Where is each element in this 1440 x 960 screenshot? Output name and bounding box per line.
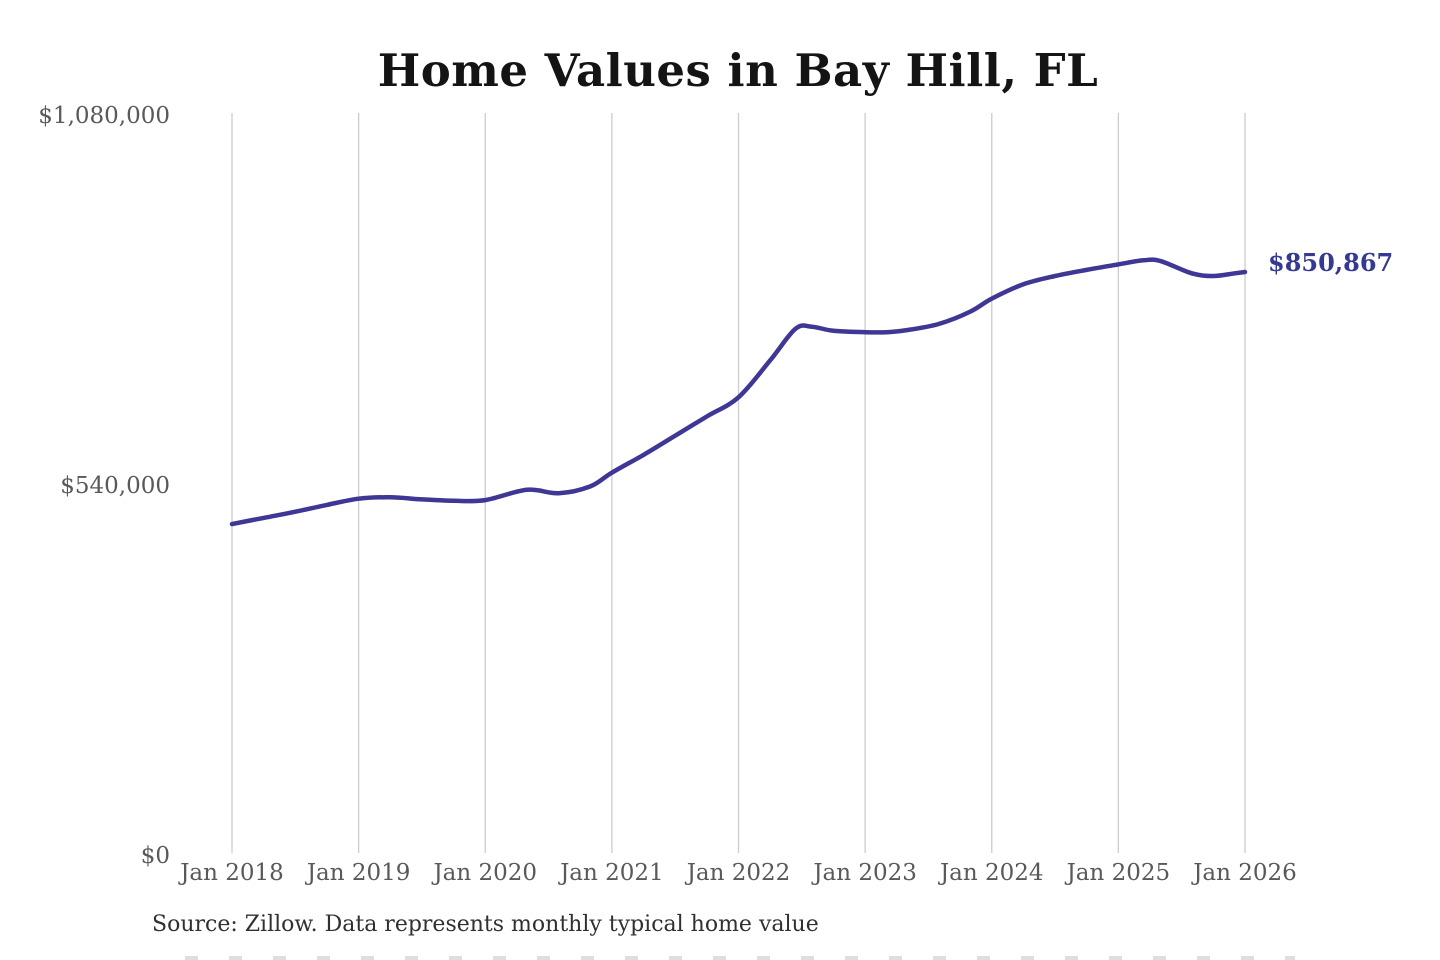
- x-tick-label: Jan 2024: [938, 860, 1044, 886]
- x-tick-label: Jan 2026: [1191, 860, 1297, 886]
- x-tick-label: Jan 2023: [811, 860, 917, 886]
- y-tick-label: $1,080,000: [38, 103, 170, 129]
- clipped-text-remnant: [185, 956, 1295, 960]
- x-tick-label: Jan 2020: [431, 860, 537, 886]
- home-value-line: [229, 257, 1248, 527]
- y-tick-label: $0: [141, 843, 170, 869]
- source-note: Source: Zillow. Data represents monthly …: [152, 912, 819, 937]
- x-tick-label: Jan 2021: [558, 860, 664, 886]
- x-tick-label: Jan 2018: [178, 860, 284, 886]
- x-tick-label: Jan 2025: [1065, 860, 1171, 886]
- chart-title: Home Values in Bay Hill, FL: [377, 44, 1099, 97]
- latest-value-label: $850,867: [1268, 247, 1394, 277]
- y-tick-label: $540,000: [60, 473, 170, 499]
- x-tick-label: Jan 2022: [685, 860, 791, 886]
- x-tick-label: Jan 2019: [305, 860, 411, 886]
